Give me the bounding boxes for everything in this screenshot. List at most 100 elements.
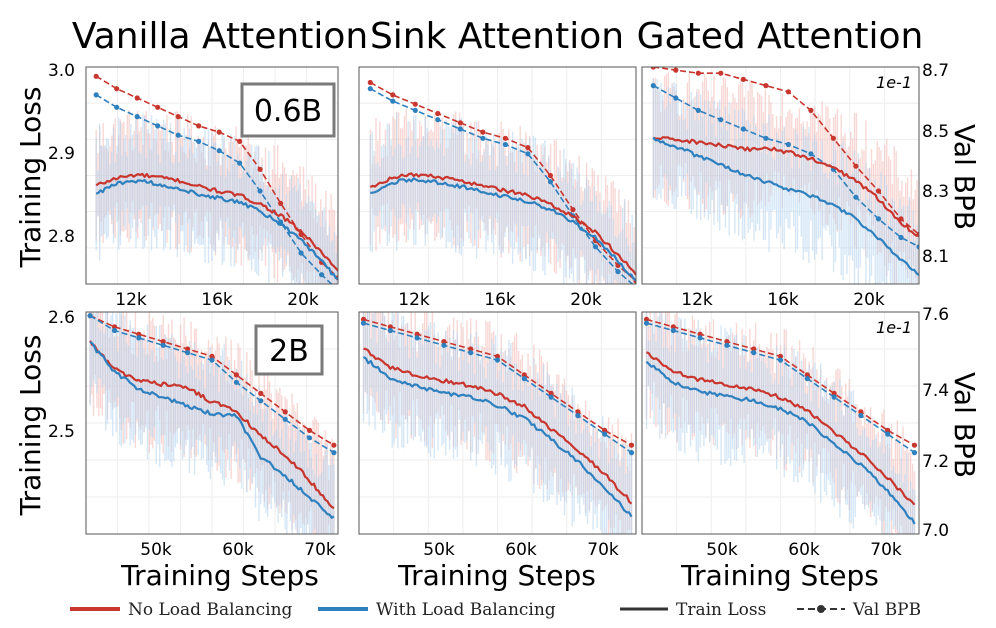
val-point-with-lb — [697, 335, 703, 341]
val-point-with-lb — [763, 135, 769, 141]
val-point-with-lb — [441, 342, 447, 348]
val-point-no-lb — [718, 70, 724, 76]
column-title-gated: Gated Attention — [637, 16, 924, 57]
model-label-0.6b: 0.6B — [240, 82, 336, 138]
val-point-no-lb — [209, 353, 215, 359]
train-line-no-lb — [89, 340, 335, 510]
val-point-with-lb — [885, 431, 891, 437]
val-point-with-lb — [673, 95, 679, 101]
val-point-no-lb — [331, 442, 337, 448]
val-point-no-lb — [831, 390, 837, 396]
val-point-no-lb — [196, 123, 202, 129]
val-point-with-lb — [575, 413, 581, 419]
row1-x-tick: 20k — [287, 290, 319, 310]
val-point-no-lb — [875, 188, 882, 194]
val-point-with-lb — [114, 104, 120, 110]
row2-x-tick: 60k — [788, 540, 820, 560]
row1-x-tick: 16k — [484, 290, 516, 310]
panel-r2-vanilla — [85, 311, 339, 535]
row2-sci-label: 1e-1 — [876, 318, 912, 337]
legend-label-train: Train Loss — [676, 600, 766, 620]
panel-frame — [358, 66, 637, 285]
train-line-no-lb — [369, 172, 636, 276]
val-point-no-lb — [111, 324, 118, 330]
row2-right-tick: 7.6 — [922, 305, 949, 325]
row1-x-tick: 20k — [570, 290, 602, 310]
val-point-no-lb — [670, 324, 676, 330]
val-point-with-lb — [175, 132, 181, 138]
val-point-no-lb — [628, 442, 635, 448]
val-point-no-lb — [858, 409, 864, 415]
val-point-no-lb — [282, 409, 288, 415]
panel-frame — [85, 66, 339, 285]
val-point-with-lb — [858, 413, 864, 419]
val-point-with-lb — [724, 342, 730, 348]
row1-left-tick: 2.9 — [48, 144, 75, 164]
panel-r1-sink — [358, 66, 638, 290]
row1-x-tick: 20k — [853, 290, 885, 310]
train-line-with-lb — [370, 177, 636, 282]
val-point-no-lb — [673, 67, 679, 73]
val-point-no-lb — [502, 135, 508, 141]
val-point-no-lb — [114, 86, 120, 92]
val-point-with-lb — [196, 138, 202, 144]
row2-left-tick: 2.5 — [48, 422, 75, 442]
val-point-no-lb — [525, 145, 531, 151]
val-point-no-lb — [387, 324, 393, 330]
val-point-with-lb — [258, 398, 264, 404]
val-point-with-lb — [615, 269, 621, 275]
train-line-with-lb — [645, 360, 916, 525]
val-point-with-lb — [93, 92, 99, 98]
val-point-no-lb — [360, 316, 367, 322]
train-line-with-lb — [89, 341, 335, 519]
panel-frame — [85, 311, 339, 535]
val-point-with-lb — [633, 285, 638, 290]
val-point-no-lb — [885, 427, 891, 433]
column-title-sink: Sink Attention — [370, 16, 624, 57]
train-line-no-lb — [363, 347, 633, 505]
panel-plot-area — [86, 312, 338, 534]
val-point-no-lb — [808, 107, 814, 113]
row1-right-tick: 8.3 — [922, 182, 949, 202]
row2-right-tick: 7.4 — [922, 381, 949, 401]
val-point-with-lb — [785, 141, 792, 148]
row2-x-tick: 60k — [505, 540, 537, 560]
train-line-with-lb — [95, 179, 338, 281]
legend-label-with-lb: With Load Balancing — [376, 600, 556, 620]
panel-r1-gated — [641, 66, 920, 285]
val-point-with-lb — [160, 342, 166, 348]
val-point-with-lb — [898, 234, 904, 241]
val-point-with-lb — [209, 357, 215, 363]
val-point-with-lb — [525, 151, 531, 157]
val-point-with-lb — [808, 151, 814, 157]
val-point-no-lb — [521, 372, 527, 378]
val-point-no-lb — [751, 346, 757, 352]
val-point-with-lb — [435, 117, 441, 123]
val-point-no-lb — [804, 372, 810, 378]
val-point-no-lb — [185, 346, 191, 352]
val-point-no-lb — [480, 129, 486, 135]
val-point-no-lb — [257, 166, 263, 172]
val-point-no-lb — [740, 76, 746, 82]
panel-frame — [358, 311, 637, 535]
val-point-no-lb — [695, 70, 701, 76]
row1-x-tick: 16k — [767, 290, 799, 310]
model-label-box — [254, 324, 324, 376]
val-point-with-lb — [134, 114, 140, 120]
val-point-with-lb — [136, 335, 142, 341]
val-point-with-lb — [853, 194, 859, 200]
row1-left-tick: 3.0 — [48, 61, 75, 81]
val-point-no-lb — [306, 427, 313, 433]
val-point-with-lb — [111, 327, 118, 334]
val-point-with-lb — [911, 450, 918, 456]
x-axis-title: Training Steps — [397, 559, 596, 592]
val-point-with-lb — [360, 320, 367, 326]
val-point-with-lb — [521, 376, 527, 382]
val-point-no-lb — [777, 353, 784, 359]
val-point-with-lb — [87, 313, 93, 319]
row1-right-tick: 8.1 — [922, 247, 949, 267]
panel-plot-area — [642, 312, 919, 534]
val-point-no-lb — [216, 129, 222, 135]
val-point-with-lb — [643, 320, 650, 326]
val-point-no-lb — [785, 89, 792, 95]
